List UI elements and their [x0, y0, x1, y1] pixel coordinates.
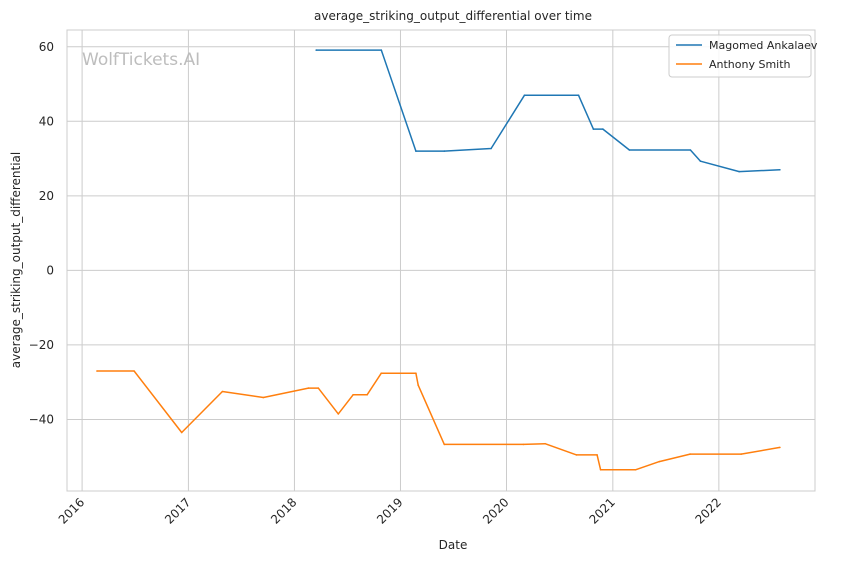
legend: Magomed Ankalaev Anthony Smith	[668, 34, 818, 78]
data-point	[738, 170, 740, 173]
data-point	[96, 370, 98, 372]
y-tick-label: 40	[39, 114, 54, 128]
data-point	[575, 454, 578, 456]
data-point	[592, 128, 595, 130]
x-tick-label: 2020	[480, 495, 511, 526]
x-tick-label: 2017	[162, 495, 193, 526]
data-point	[221, 390, 224, 393]
data-point	[634, 469, 637, 471]
data-point	[315, 49, 318, 51]
data-point	[443, 150, 446, 152]
x-axis-label: Date	[439, 538, 468, 552]
x-tick-label: 2019	[374, 495, 405, 526]
series-line-1	[316, 49, 780, 173]
watermark-text: WolfTickets.AI	[82, 50, 200, 70]
data-point	[779, 169, 781, 171]
data-point	[415, 372, 417, 375]
data-point	[133, 370, 135, 372]
series-lines	[96, 49, 781, 471]
data-point	[443, 443, 446, 446]
data-point	[602, 128, 604, 130]
data-point	[262, 396, 265, 399]
plot-frame	[66, 29, 816, 492]
y-tick-label: 60	[39, 40, 54, 54]
data-point	[577, 94, 580, 96]
data-point	[689, 149, 692, 151]
data-point	[490, 147, 492, 150]
legend-label: Anthony Smith	[709, 58, 791, 71]
data-point	[699, 160, 702, 162]
data-point	[352, 394, 354, 396]
data-point	[317, 387, 320, 389]
data-point	[740, 453, 742, 455]
data-point	[380, 372, 383, 375]
x-tick-label: 2018	[268, 495, 299, 526]
y-tick-label: −20	[29, 338, 54, 352]
data-point	[417, 384, 420, 387]
x-tick-label: 2021	[586, 495, 617, 526]
data-point	[658, 460, 661, 463]
legend-label: Magomed Ankalaev	[709, 39, 818, 52]
x-tick-label: 2016	[56, 495, 87, 526]
data-point	[337, 413, 340, 415]
y-axis-label: average_striking_output_differential	[9, 152, 23, 368]
data-point	[523, 94, 526, 96]
data-point	[307, 387, 310, 389]
series-line-2	[96, 370, 781, 471]
y-tick-label: 20	[39, 189, 54, 203]
y-tick-labels: 60 40 20 0 −20 −40	[29, 40, 54, 427]
data-point	[689, 453, 691, 455]
y-tick-label: 0	[46, 263, 54, 277]
data-point	[366, 394, 368, 396]
data-point	[596, 454, 598, 456]
x-tick-labels: 2016 2017 2018 2019 2020 2021 2022	[56, 495, 724, 526]
data-point	[779, 446, 781, 449]
data-point	[628, 149, 631, 151]
data-point	[544, 442, 546, 445]
data-point	[180, 431, 183, 434]
grid-lines	[67, 30, 815, 491]
data-point	[380, 49, 383, 51]
legend-box	[668, 34, 812, 78]
data-point	[415, 150, 417, 152]
x-tick-label: 2022	[692, 495, 723, 526]
data-point	[599, 469, 602, 471]
y-tick-label: −40	[29, 412, 54, 426]
chart-title: average_striking_output_differential ove…	[314, 9, 592, 23]
data-point	[522, 443, 525, 446]
